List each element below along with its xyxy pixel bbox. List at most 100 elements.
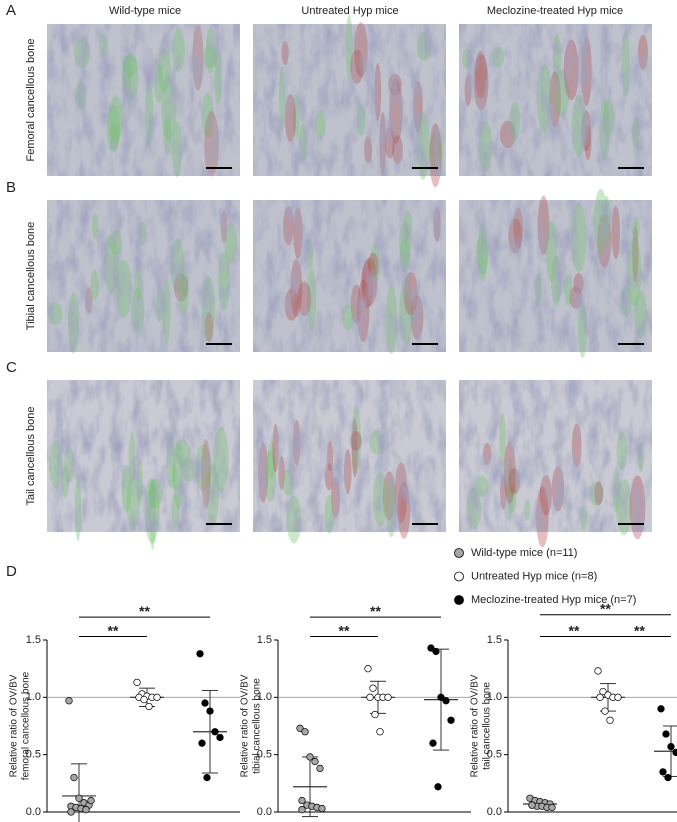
data-point xyxy=(594,667,602,675)
column-header: Meclozine-treated Hyp mice xyxy=(487,5,623,17)
column-header: Untreated Hyp mice xyxy=(301,5,398,17)
y-tick-label: 0.5 xyxy=(26,749,41,761)
data-point xyxy=(70,773,78,782)
data-point xyxy=(599,687,607,696)
panel-label: B xyxy=(6,179,16,196)
data-point xyxy=(301,728,309,736)
data-point xyxy=(364,665,372,673)
y-axis-label: Relative ratio of OV/BV xyxy=(9,674,20,777)
significance-label: ** xyxy=(339,622,350,638)
panel-label: A xyxy=(6,2,16,19)
data-point xyxy=(672,748,677,757)
data-point xyxy=(201,699,209,707)
legend-marker xyxy=(454,571,464,582)
texture xyxy=(253,24,446,176)
row-label: Tibial cancellous bone xyxy=(25,222,37,330)
data-point xyxy=(316,764,324,773)
data-point xyxy=(376,728,384,736)
data-point xyxy=(196,650,204,658)
texture xyxy=(47,200,240,352)
significance-label: ** xyxy=(634,622,645,638)
data-point xyxy=(145,702,153,711)
data-point xyxy=(606,716,614,724)
legend-label: Meclozine-treated Hyp mice (n=7) xyxy=(471,594,636,606)
y-tick-label: 1.5 xyxy=(26,634,41,646)
texture xyxy=(253,380,446,532)
texture xyxy=(253,200,446,352)
y-axis-label: Relative ratio of OV/BV xyxy=(470,674,481,777)
data-point xyxy=(133,678,141,687)
legend-label: Untreated Hyp mice (n=8) xyxy=(471,570,597,582)
texture xyxy=(47,24,240,176)
data-point xyxy=(306,753,314,761)
texture xyxy=(47,380,240,532)
data-point xyxy=(75,794,83,802)
y-tick-label: 0.0 xyxy=(26,806,41,818)
significance-label: ** xyxy=(569,622,580,638)
data-point xyxy=(528,801,536,809)
significance-label: ** xyxy=(139,603,150,619)
y-tick-label: 1.0 xyxy=(487,691,502,703)
data-point xyxy=(667,742,675,751)
data-point xyxy=(659,768,667,776)
y-tick-label: 0.5 xyxy=(487,749,502,761)
data-point xyxy=(437,693,445,701)
panel-label: C xyxy=(6,359,17,376)
y-axis-label: tail cancellous bone xyxy=(482,682,493,770)
data-point xyxy=(311,757,319,766)
data-point xyxy=(371,710,379,719)
texture xyxy=(459,380,652,532)
data-point xyxy=(434,783,442,791)
y-tick-label: 0.0 xyxy=(487,806,502,818)
data-point xyxy=(662,730,670,738)
y-axis-label: Relative ratio of OV/BV xyxy=(240,674,251,777)
texture xyxy=(459,24,652,176)
panel-label: D xyxy=(6,563,17,580)
data-point xyxy=(429,739,437,747)
row-label: Tail cancellous bone xyxy=(25,406,37,505)
data-point xyxy=(657,705,665,713)
data-point xyxy=(216,733,224,742)
data-point xyxy=(211,728,219,736)
legend-label: Wild-type mice (n=11) xyxy=(471,547,577,559)
texture xyxy=(459,200,652,352)
legend-marker xyxy=(454,595,464,605)
y-tick-label: 0.5 xyxy=(257,749,272,761)
data-point xyxy=(198,739,206,747)
data-point xyxy=(206,707,214,715)
data-point xyxy=(140,695,148,704)
y-tick-label: 1.5 xyxy=(487,634,502,646)
y-tick-label: 1.5 xyxy=(257,634,272,646)
data-point xyxy=(298,806,306,814)
data-point xyxy=(82,806,90,814)
y-tick-label: 1.0 xyxy=(26,691,41,703)
data-point xyxy=(296,724,304,732)
significance-label: ** xyxy=(108,622,119,638)
data-point xyxy=(366,693,374,701)
data-point xyxy=(432,647,440,656)
y-tick-label: 0.0 xyxy=(257,806,272,818)
data-point xyxy=(87,796,95,805)
data-point xyxy=(65,697,73,705)
data-point xyxy=(203,773,211,782)
data-point xyxy=(614,693,622,701)
data-point xyxy=(442,697,450,705)
y-axis-label: femoral cancellous bone xyxy=(21,671,32,780)
y-axis-label: tibial cancellous bone xyxy=(252,678,263,774)
data-point xyxy=(153,693,161,701)
significance-label: ** xyxy=(370,603,381,619)
data-point xyxy=(664,773,672,782)
data-point xyxy=(601,707,609,715)
data-point xyxy=(427,644,435,652)
legend-marker xyxy=(454,548,464,558)
data-point xyxy=(369,684,377,692)
data-point xyxy=(318,804,326,813)
data-point xyxy=(67,808,75,816)
data-point xyxy=(447,716,455,724)
data-point xyxy=(384,693,392,701)
column-header: Wild-type mice xyxy=(109,5,181,17)
data-point xyxy=(298,796,306,805)
data-point xyxy=(548,803,556,812)
significance-label: ** xyxy=(600,600,611,616)
